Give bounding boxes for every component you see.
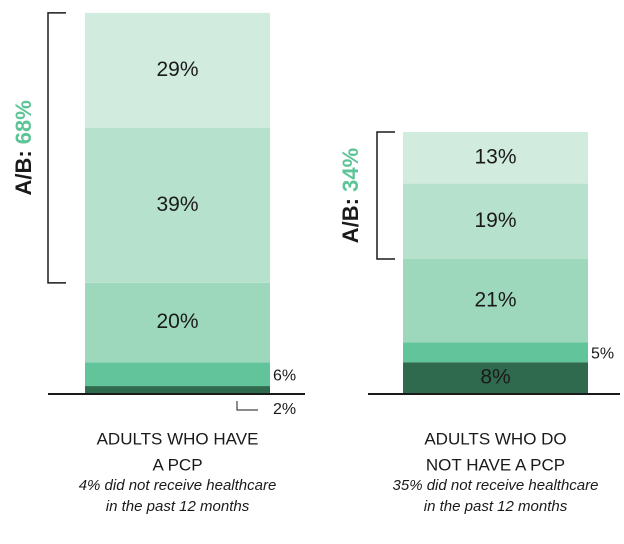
- segment-label: 2%: [273, 401, 296, 418]
- bar-segment: [403, 183, 588, 260]
- segment-label: 8%: [480, 366, 510, 389]
- bracket-label: A/B: 34%: [338, 148, 363, 243]
- bracket-label-prefix: A/B:: [11, 150, 36, 195]
- bar-segment: [85, 128, 270, 283]
- bar-segment: [85, 386, 270, 394]
- segment-label: 39%: [156, 193, 198, 216]
- x-tick-label: A PCP: [152, 455, 202, 474]
- segment-label: 19%: [474, 209, 516, 232]
- segment-label: 20%: [156, 310, 198, 333]
- footnote: in the past 12 months: [106, 498, 250, 515]
- segment-label: 5%: [591, 346, 614, 363]
- bar-segment: [403, 342, 588, 363]
- bracket-label-value: 68%: [11, 100, 36, 144]
- label-connector: [236, 401, 258, 411]
- segment-label: 13%: [474, 145, 516, 168]
- bracket: [47, 12, 66, 284]
- footnote: 4% did not receive healthcare: [79, 477, 277, 494]
- x-tick-label: ADULTS WHO HAVE: [97, 429, 259, 448]
- x-tick-label: NOT HAVE A PCP: [426, 455, 565, 474]
- segment-label: 29%: [156, 58, 198, 81]
- bar-segment: [403, 259, 588, 343]
- bar-segment: [85, 12, 270, 129]
- footnote: in the past 12 months: [424, 498, 568, 515]
- footnote: 35% did not receive healthcare: [393, 477, 599, 494]
- bar-segment: [403, 131, 588, 184]
- bracket-label-prefix: A/B:: [338, 198, 363, 243]
- bar-segment: [85, 282, 270, 363]
- segment-label: 21%: [474, 288, 516, 311]
- bar-segment: [403, 362, 588, 394]
- bracket-label-value: 34%: [338, 148, 363, 192]
- segment-label: 6%: [273, 367, 296, 384]
- bracket: [376, 131, 395, 260]
- bracket-label: A/B: 68%: [11, 100, 36, 195]
- bar-segment: [85, 362, 270, 387]
- x-tick-label: ADULTS WHO DO: [424, 429, 566, 448]
